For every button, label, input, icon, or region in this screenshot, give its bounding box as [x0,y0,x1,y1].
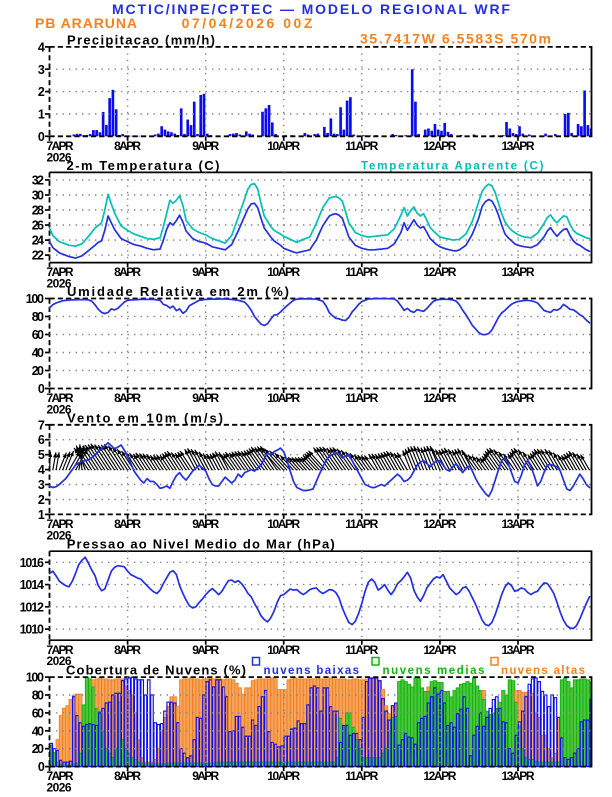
svg-text:60: 60 [32,328,44,342]
svg-text:PB ARARUNA: PB ARARUNA [35,15,137,31]
svg-text:11APR: 11APR [345,391,378,405]
svg-text:Temperatura Aparente (C): Temperatura Aparente (C) [361,161,544,173]
svg-text:9APR: 9APR [192,265,219,279]
svg-text:0: 0 [38,382,45,396]
svg-text:100: 100 [26,292,44,306]
svg-text:10APR: 10APR [267,517,300,531]
svg-text:80: 80 [32,310,44,324]
svg-text:11APR: 11APR [345,643,378,657]
svg-text:2026: 2026 [47,277,72,291]
svg-text:10APR: 10APR [267,391,300,405]
svg-text:1: 1 [38,508,45,522]
svg-text:12APR: 12APR [423,139,456,153]
svg-text:9APR: 9APR [192,517,219,531]
svg-text:1014: 1014 [20,578,44,592]
svg-text:3: 3 [38,63,45,77]
svg-text:8APR: 8APR [114,139,141,153]
svg-text:07/04/2026 00Z: 07/04/2026 00Z [182,15,313,31]
svg-text:Cobertura de Nuvens (%): Cobertura de Nuvens (%) [66,663,246,678]
svg-text:100: 100 [26,671,44,685]
svg-text:2-m Temperatura (C): 2-m Temperatura (C) [67,158,220,173]
svg-text:20: 20 [32,364,44,378]
svg-text:40: 40 [32,724,44,738]
svg-text:13APR: 13APR [502,643,535,657]
svg-text:60: 60 [32,706,44,720]
svg-text:Precipitacao (mm/h): Precipitacao (mm/h) [67,33,215,48]
svg-text:0: 0 [38,130,45,144]
svg-text:8APR: 8APR [114,769,141,783]
svg-text:13APR: 13APR [502,517,535,531]
svg-text:2026: 2026 [47,654,72,668]
svg-text:12APR: 12APR [423,769,456,783]
svg-text:12APR: 12APR [423,265,456,279]
svg-text:28: 28 [32,204,44,218]
svg-text:1016: 1016 [20,556,44,570]
svg-text:4: 4 [38,463,45,477]
svg-text:11APR: 11APR [345,517,378,531]
svg-text:8APR: 8APR [114,391,141,405]
svg-text:20: 20 [32,742,44,756]
svg-text:2026: 2026 [47,403,72,417]
svg-text:2: 2 [38,493,45,507]
svg-text:26: 26 [32,219,44,233]
svg-text:11APR: 11APR [345,265,378,279]
svg-text:11APR: 11APR [345,139,378,153]
svg-text:4: 4 [38,40,45,54]
svg-text:1: 1 [38,108,45,122]
svg-text:Umidade Relativa em 2m (%): Umidade Relativa em 2m (%) [67,284,289,299]
svg-text:40: 40 [32,346,44,360]
svg-text:10APR: 10APR [267,769,300,783]
svg-text:nuvens baixas: nuvens baixas [264,665,360,677]
svg-text:10APR: 10APR [267,139,300,153]
svg-text:8APR: 8APR [114,643,141,657]
svg-text:8APR: 8APR [114,517,141,531]
svg-text:2026: 2026 [47,528,72,542]
svg-text:9APR: 9APR [192,643,219,657]
svg-text:3: 3 [38,478,45,492]
svg-text:2026: 2026 [47,150,72,164]
svg-text:12APR: 12APR [423,517,456,531]
svg-text:9APR: 9APR [192,139,219,153]
svg-text:13APR: 13APR [502,769,535,783]
svg-text:30: 30 [32,189,44,203]
svg-text:80: 80 [32,689,44,703]
svg-text:13APR: 13APR [502,139,535,153]
svg-text:5: 5 [38,448,45,462]
svg-text:12APR: 12APR [423,643,456,657]
svg-text:13APR: 13APR [502,265,535,279]
svg-text:12APR: 12APR [423,391,456,405]
svg-text:32: 32 [32,173,44,187]
svg-text:1010: 1010 [20,623,44,637]
svg-text:1012: 1012 [20,600,44,614]
svg-text:0: 0 [38,760,45,774]
svg-text:nuvens altas: nuvens altas [501,665,585,677]
svg-text:6: 6 [38,433,45,447]
svg-text:13APR: 13APR [502,391,535,405]
svg-text:2: 2 [38,85,45,99]
svg-text:10APR: 10APR [267,265,300,279]
svg-text:11APR: 11APR [345,769,378,783]
svg-text:7: 7 [38,418,45,432]
svg-text:2026: 2026 [47,781,72,792]
svg-text:nuvens medias: nuvens medias [383,665,485,677]
svg-text:22: 22 [32,249,44,263]
svg-text:9APR: 9APR [192,769,219,783]
svg-text:8APR: 8APR [114,265,141,279]
svg-text:10APR: 10APR [267,643,300,657]
svg-text:9APR: 9APR [192,391,219,405]
svg-text:24: 24 [32,234,44,248]
